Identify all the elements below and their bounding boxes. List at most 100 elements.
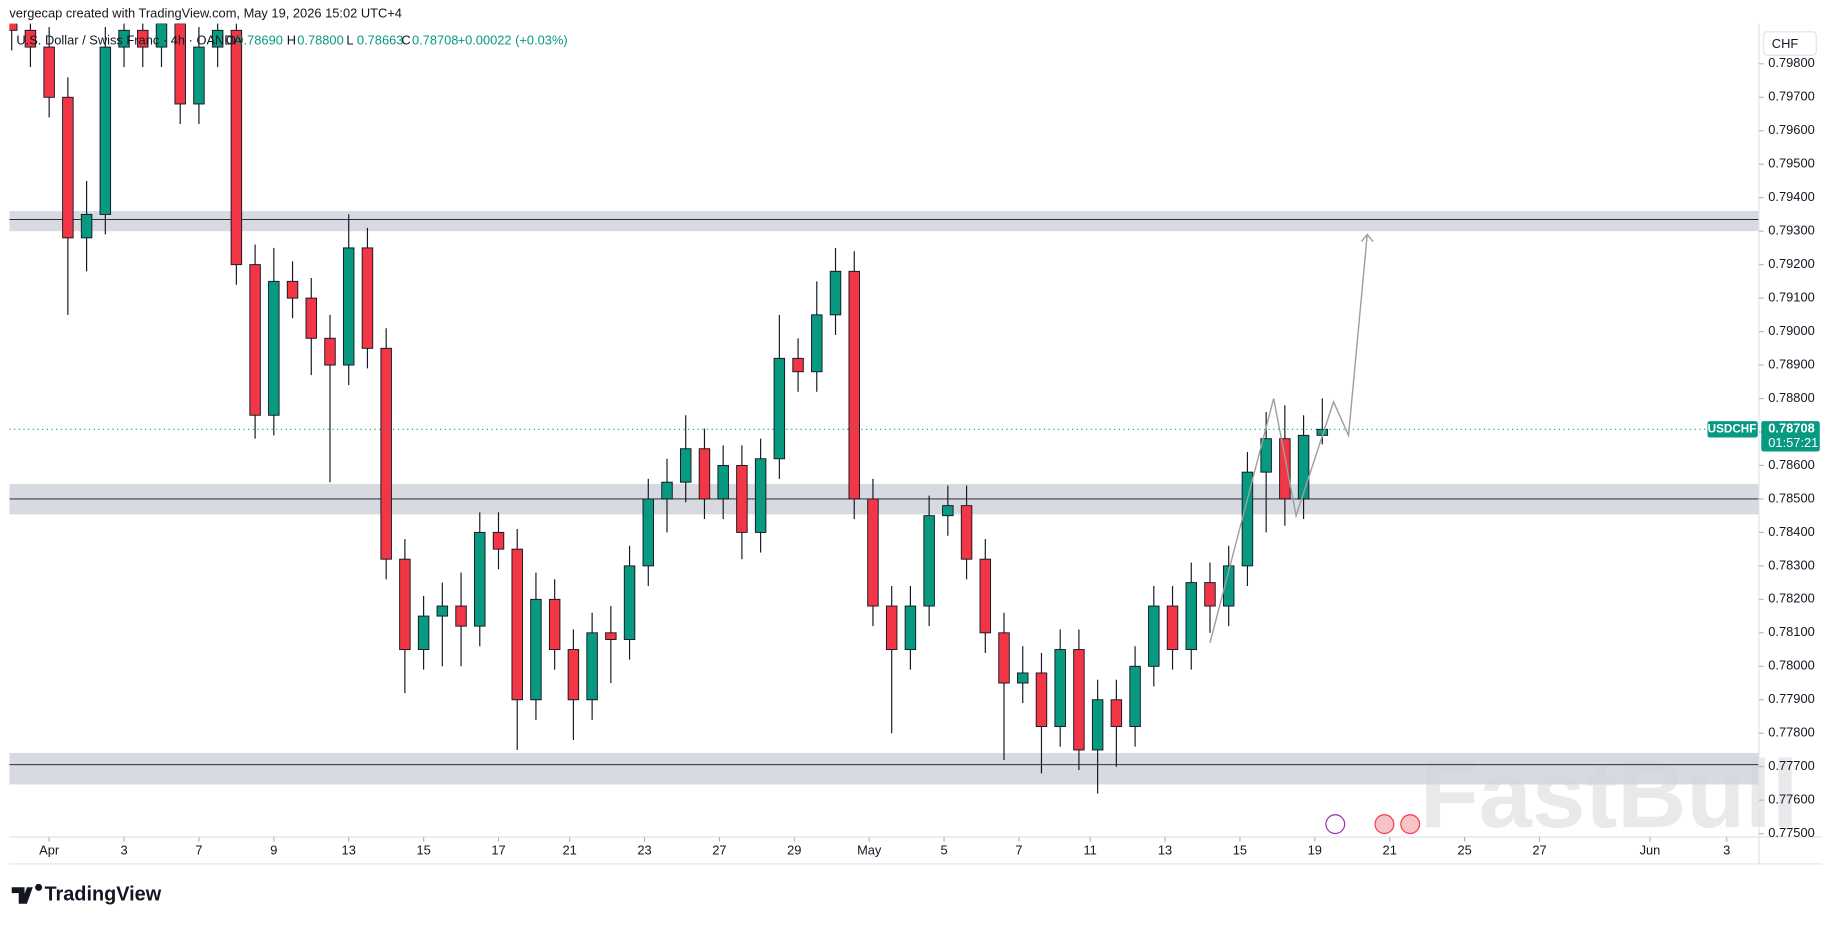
candle-body: [530, 598, 542, 701]
y-tick-label: 0.78200: [1768, 591, 1814, 606]
x-tick-label: 13: [342, 842, 356, 857]
candle-body: [174, 23, 186, 105]
symbol-title: U.S. Dollar / Swiss Franc · 4h · OANDA: [16, 33, 242, 48]
legend-change: +0.00022 (+0.03%): [458, 33, 568, 48]
y-tick-label: 0.79500: [1768, 156, 1814, 171]
x-tick-label: 9: [270, 842, 277, 857]
candle-body: [717, 464, 729, 500]
y-tick-label: 0.78400: [1768, 524, 1814, 539]
candle-body: [99, 46, 112, 215]
y-tick-label: 0.78300: [1768, 557, 1814, 572]
symbol-label-box: [1707, 421, 1758, 438]
symbol-label: USDCHF: [1708, 422, 1757, 435]
candle-body: [324, 337, 336, 366]
candle-body: [1073, 649, 1085, 751]
candle-body: [679, 448, 692, 483]
candle-body: [455, 605, 467, 627]
candle-body: [1054, 649, 1066, 728]
x-tick-label: 27: [712, 842, 726, 857]
event-icon[interactable]: [1325, 814, 1346, 835]
currency-box[interactable]: [1763, 31, 1817, 56]
candle-body: [80, 213, 93, 239]
event-icon[interactable]: [1374, 814, 1395, 835]
x-tick-label: 15: [1233, 842, 1247, 857]
candle-body: [923, 515, 935, 607]
logo: TradingView: [11, 883, 162, 906]
x-tick-label: 17: [491, 842, 505, 857]
candle-body: [230, 29, 243, 266]
legend-key: H: [287, 33, 296, 48]
y-tick-label: 0.79100: [1768, 290, 1814, 305]
candle-body: [586, 632, 598, 701]
candle-body: [885, 605, 898, 651]
candle-body: [62, 96, 74, 239]
projection-arrowhead: [1360, 233, 1374, 242]
candle-body: [848, 270, 860, 500]
candle-body: [829, 270, 842, 316]
y-tick-label: 0.78000: [1768, 658, 1814, 673]
y-tick-label: 0.77800: [1768, 725, 1814, 740]
candle-body: [24, 29, 37, 48]
candle-body: [642, 498, 655, 567]
candle-body: [436, 605, 449, 617]
candle-body: [417, 615, 430, 651]
legend-key: C: [401, 33, 410, 48]
x-tick-label: 7: [195, 842, 202, 857]
candle-body: [361, 247, 374, 349]
price-label-box: [1761, 421, 1820, 452]
legend-value: 0.78708: [412, 33, 458, 48]
candle-body: [1204, 582, 1216, 607]
candle-body: [399, 558, 411, 651]
x-tick-label: Apr: [39, 842, 60, 857]
candle-body: [548, 598, 561, 651]
x-tick-label: 5: [941, 842, 948, 857]
candle-body: [1035, 672, 1048, 728]
candle-body: [380, 347, 392, 560]
y-tick-label: 0.79800: [1768, 55, 1814, 70]
candle-body: [305, 297, 318, 339]
y-tick-label: 0.77900: [1768, 691, 1814, 706]
x-tick-label: 3: [1723, 842, 1730, 857]
candle-body: [1166, 605, 1179, 651]
candle-body: [1148, 605, 1160, 667]
candle-body: [1260, 438, 1272, 473]
y-tick-label: 0.79700: [1768, 89, 1814, 104]
candle-body: [1297, 434, 1310, 500]
candle-body: [1185, 582, 1197, 651]
logo-icon: [11, 883, 43, 904]
y-tick-label: 0.78900: [1768, 356, 1814, 371]
candle-body: [736, 464, 748, 533]
candle-body: [605, 632, 617, 640]
y-tick-label: 0.78100: [1768, 624, 1814, 639]
candle-body: [773, 357, 786, 460]
candle-body: [867, 498, 879, 607]
candle-body: [1129, 665, 1141, 728]
event-icons: [1325, 814, 1421, 835]
price-label: 0.78708: [1768, 421, 1814, 436]
x-tick-label: 3: [120, 842, 127, 857]
candle-body: [511, 548, 523, 701]
candle-body: [904, 605, 917, 651]
candle-body: [9, 23, 18, 31]
candle-body: [155, 23, 168, 48]
x-tick-label: 23: [637, 842, 651, 857]
y-tick-label: 0.78800: [1768, 390, 1814, 405]
x-tick-label: 7: [1015, 842, 1022, 857]
candle-body: [249, 264, 261, 416]
legend-key: L: [346, 33, 353, 48]
event-icon[interactable]: [1400, 814, 1421, 835]
candle-body: [1110, 699, 1123, 728]
y-tick-label: 0.78600: [1768, 457, 1814, 472]
y-tick-label: 0.79000: [1768, 323, 1814, 338]
y-tick-label: 0.78500: [1768, 490, 1814, 505]
legend-value: 0.78690: [236, 33, 282, 48]
currency: CHF: [1772, 36, 1799, 51]
candle-body: [474, 531, 486, 627]
candle-body: [1279, 438, 1291, 500]
x-tick-label: 11: [1083, 842, 1096, 857]
candle-body: [942, 505, 954, 517]
zone: [9, 211, 1759, 232]
